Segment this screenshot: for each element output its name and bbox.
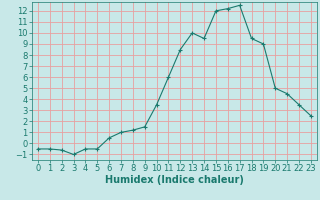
X-axis label: Humidex (Indice chaleur): Humidex (Indice chaleur): [105, 175, 244, 185]
